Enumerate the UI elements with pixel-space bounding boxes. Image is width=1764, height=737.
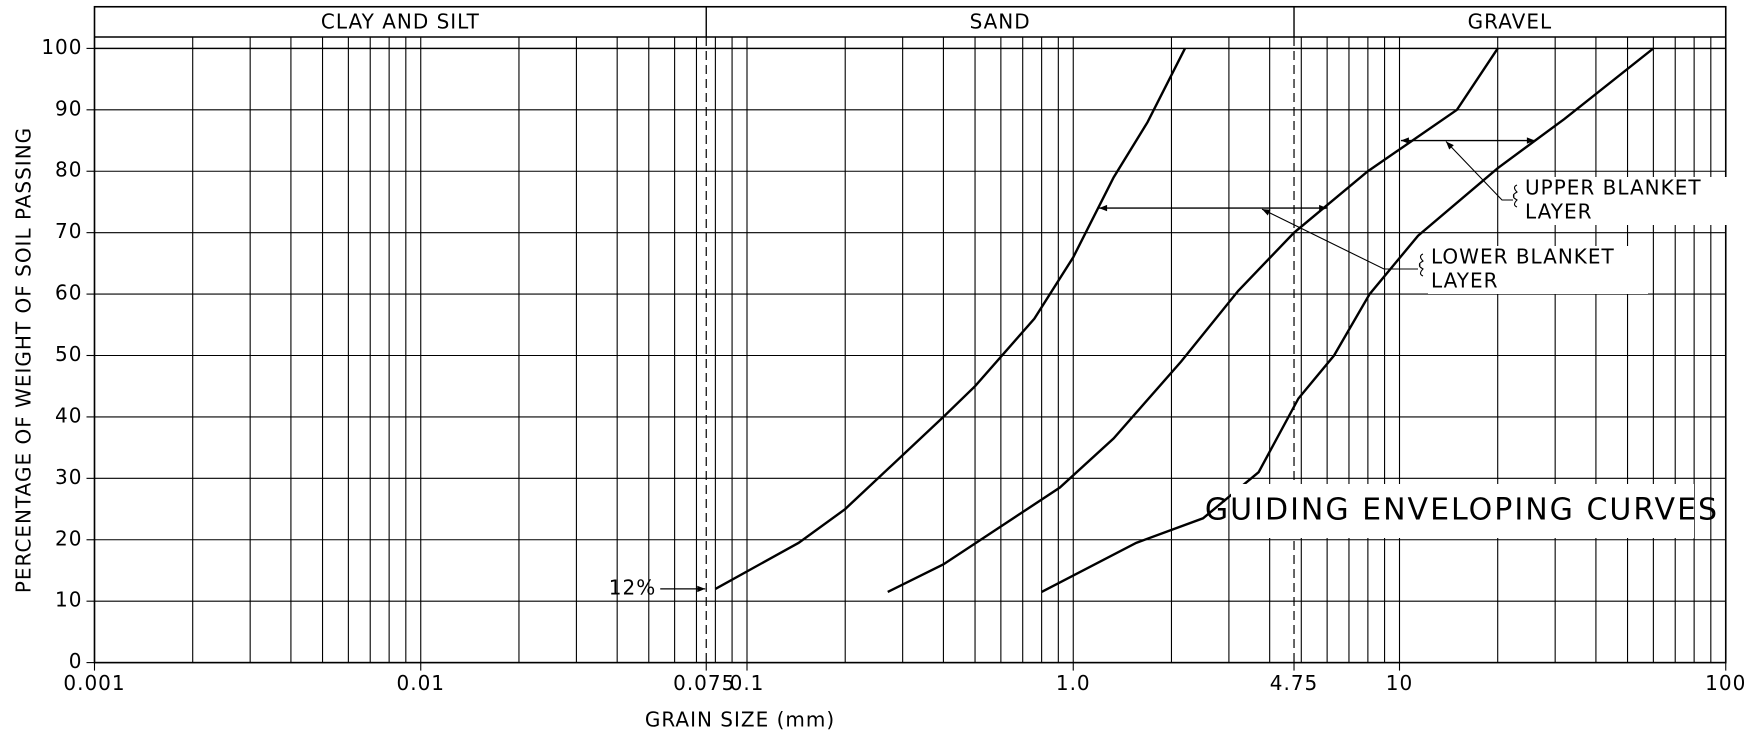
- label-background: [1522, 177, 1742, 225]
- y-tick-label: 20: [55, 526, 82, 550]
- brace: [1512, 184, 1518, 208]
- label-background: [1428, 246, 1648, 294]
- x-tick-label: 100: [1705, 671, 1746, 695]
- x-tick-label: 0.1: [730, 671, 765, 695]
- y-tick-label: 30: [55, 465, 82, 489]
- zone-label: GRAVEL: [1468, 9, 1552, 33]
- y-tick-label: 80: [55, 158, 82, 182]
- y-tick-label: 90: [55, 96, 82, 120]
- x-tick-label: 0.01: [396, 671, 445, 695]
- x-tick-label: 1.0: [1056, 671, 1091, 695]
- chart-title: GUIDING ENVELOPING CURVES: [1205, 493, 1719, 528]
- y-tick-label: 60: [55, 281, 82, 305]
- y-tick-label: 50: [55, 342, 82, 366]
- annotation-text: UPPER BLANKET: [1525, 176, 1702, 200]
- y-tick-label: 10: [55, 588, 82, 612]
- curve: [1041, 47, 1655, 594]
- x-tick-label: 0.001: [63, 671, 125, 695]
- y-tick-label: 70: [55, 219, 82, 243]
- y-axis-label: PERCENTAGE OF WEIGHT OF SOIL PASSING: [12, 127, 36, 593]
- y-tick-label: 100: [41, 35, 82, 59]
- y-tick-label: 40: [55, 403, 82, 427]
- leader-line: [1445, 141, 1513, 201]
- annotation-text: LOWER BLANKET: [1431, 245, 1615, 269]
- zone-label: CLAY AND SILT: [321, 9, 480, 33]
- curve: [714, 47, 1187, 590]
- y-tick-label: 0: [69, 649, 83, 673]
- leader-line: [1261, 208, 1418, 270]
- x-tick-label: 4.75: [1270, 671, 1319, 695]
- x-axis-label: GRAIN SIZE (mm): [645, 708, 835, 732]
- x-tick-label: 10: [1386, 671, 1413, 695]
- zone-label: SAND: [970, 9, 1031, 33]
- annotation-text: LAYER: [1525, 200, 1592, 224]
- x-tick-label: 0.075: [673, 671, 735, 695]
- annotation-text: 12%: [609, 575, 656, 599]
- title-box: [1231, 484, 1694, 538]
- brace: [1418, 253, 1424, 277]
- plot-frame: [93, 5, 1727, 664]
- annotation-text: LAYER: [1431, 269, 1498, 293]
